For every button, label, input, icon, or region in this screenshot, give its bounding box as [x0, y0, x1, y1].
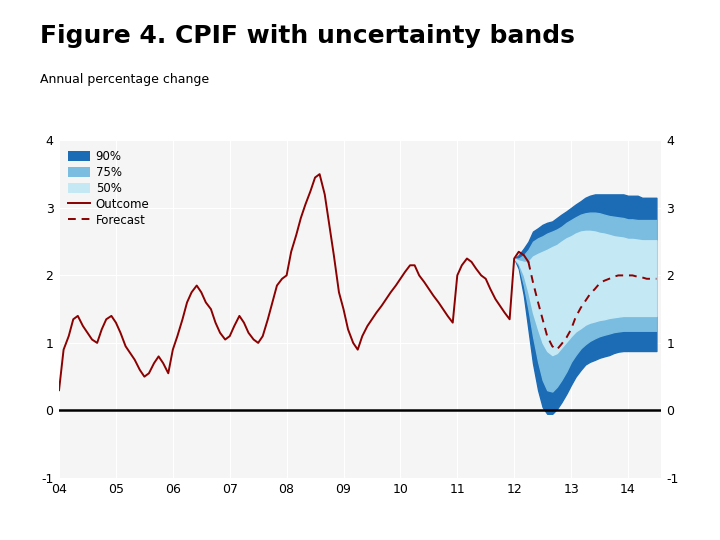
Text: Figure 4. CPIF with uncertainty bands: Figure 4. CPIF with uncertainty bands [40, 24, 575, 48]
Text: ☀: ☀ [655, 26, 673, 45]
Legend: 90%, 75%, 50%, Outcome, Forecast: 90%, 75%, 50%, Outcome, Forecast [65, 146, 153, 230]
Text: Annual percentage change: Annual percentage change [40, 73, 209, 86]
Text: Note. The uncertainty bands are based on the Riksbank’s historical
forecasting e: Note. The uncertainty bands are based on… [13, 512, 333, 533]
Text: Sources: Statistics Sweden and the Riksbank: Sources: Statistics Sweden and the Riksb… [493, 514, 707, 523]
Text: SVERIGES
RIKSBANK: SVERIGES RIKSBANK [642, 56, 686, 77]
